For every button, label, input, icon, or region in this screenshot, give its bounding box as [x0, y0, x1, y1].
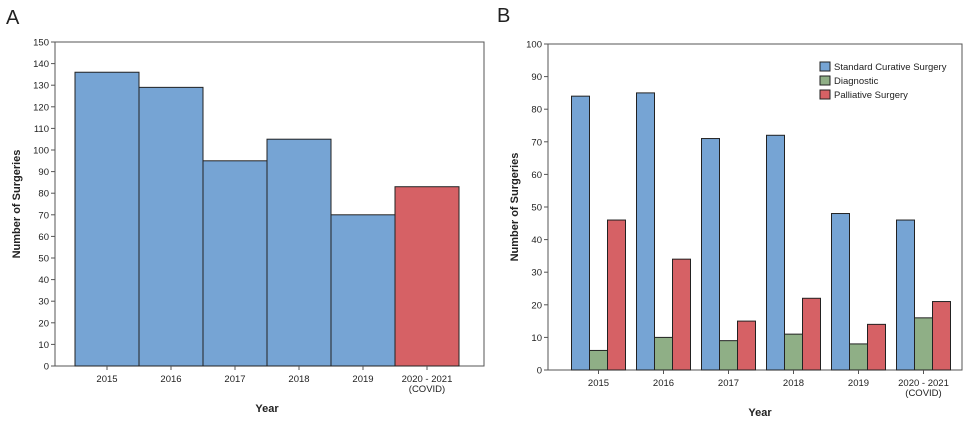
chart-b-y-tick-label: 30 [531, 268, 542, 279]
chart-b-y-tick-label: 20 [531, 300, 542, 311]
chart-a-y-tick-label: 20 [38, 318, 49, 329]
chart-b-bar [607, 219, 626, 371]
chart-a-y-tick-label: 110 [34, 124, 49, 135]
chart-b-bar [849, 343, 868, 371]
chart-a-y-tick-label: 140 [33, 59, 49, 70]
chart-a-y-tick-label: 130 [33, 81, 49, 92]
chart-a-y-tick-label: 90 [38, 167, 49, 178]
chart-b-bar [896, 219, 915, 371]
chart-a-bar [74, 71, 140, 367]
chart-a-y-tick-label: 120 [33, 102, 49, 113]
panel-b-letter: B [497, 5, 510, 27]
chart-b-legend-swatch [819, 75, 831, 86]
chart-a-x-axis-title: Year [255, 403, 279, 415]
chart-a-y-tick-label: 30 [38, 297, 49, 308]
chart-b-bar [654, 336, 673, 371]
chart-a-x-tick-label: 2019 [352, 374, 373, 385]
chart-b-bar [766, 134, 785, 371]
chart-a-y-tick-label: 0 [44, 362, 49, 373]
chart-b-x-tick-label: 2016 [653, 378, 674, 389]
chart-b-y-tick-label: 90 [531, 72, 542, 83]
chart-b-bar [636, 92, 655, 371]
chart-b-legend-label: Palliative Surgery [834, 90, 908, 101]
chart-b-y-tick-label: 70 [531, 137, 542, 148]
chart-b-bar [932, 301, 951, 371]
chart-b-bar [701, 138, 720, 371]
chart-b-y-axis-title: Number of Surgeries [509, 153, 521, 262]
chart-b-surgeries-by-type-and-year: 0 10 20 30 40 50 60 70 80 90 100 Number of Surgerie… [509, 40, 963, 419]
chart-a-y-tick-label: 60 [38, 232, 49, 243]
chart-b-x-tick-label: 2020 - 2021 (COVID) [898, 378, 949, 399]
chart-b-x-axis-title: Year [748, 407, 772, 419]
chart-a-y-axis-title: Number of Surgeries [11, 150, 23, 259]
chart-b-legend-swatch [819, 89, 831, 100]
chart-a-x-tick-label: 2020 - 2021 (COVID) [402, 374, 453, 395]
chart-b-y-tick-label: 50 [531, 203, 542, 214]
chart-b-x-tick-label: 2017 [718, 378, 739, 389]
chart-b-y-tick-label: 0 [537, 366, 542, 377]
chart-a-x-tick-label: 2016 [160, 374, 181, 385]
chart-b-bar [589, 349, 608, 371]
chart-a-y-tick-label: 100 [33, 146, 49, 157]
chart-b-x-tick-label: 2018 [783, 378, 804, 389]
chart-a-bar [138, 86, 204, 367]
chart-b-legend-label: Diagnostic [834, 76, 879, 87]
chart-b-y-tick-label: 60 [531, 170, 542, 181]
chart-a-x-tick-label: 2015 [96, 374, 117, 385]
chart-a-bar [266, 138, 332, 367]
panel-a-letter: A [6, 7, 20, 29]
chart-b-bar [802, 297, 821, 371]
chart-a-y-tick-label: 40 [38, 275, 49, 286]
chart-a-surgeries-by-year: 0 10 20 30 40 50 60 70 80 90 100 110 120 130 140 150 Num… [11, 38, 485, 415]
chart-b-bar [571, 95, 590, 371]
chart-b-y-tick-label: 40 [531, 235, 542, 246]
chart-a-bar [394, 186, 460, 367]
chart-b-x-tick-label: 2015 [588, 378, 609, 389]
chart-a-x-tick-label: 2018 [288, 374, 309, 385]
chart-a-y-tick-label: 80 [38, 189, 49, 200]
chart-b-bar [867, 323, 886, 371]
chart-b-bar [784, 333, 803, 371]
chart-b-bar [914, 317, 933, 371]
chart-b-y-tick-label: 80 [531, 105, 542, 116]
chart-a-x-tick-label: 2017 [224, 374, 245, 385]
chart-b-bar [672, 258, 691, 371]
chart-b-legend-swatch [819, 61, 831, 72]
chart-a-y-tick-label: 10 [38, 340, 49, 351]
chart-a-bar [202, 160, 268, 367]
chart-b-bar [831, 213, 850, 371]
chart-b-legend-label: Standard Curative Surgery [834, 62, 947, 73]
chart-a-bar [330, 214, 396, 367]
chart-b-x-tick-label: 2019 [848, 378, 869, 389]
chart-a-y-tick-label: 50 [38, 254, 49, 265]
chart-b-bar [737, 320, 756, 371]
chart-b-legend: Standard Curative Surgery Diagnostic Palli… [819, 61, 947, 101]
chart-b-y-tick-label: 10 [531, 333, 542, 344]
chart-a-y-tick-label: 70 [38, 210, 49, 221]
chart-b-y-tick-label: 100 [526, 40, 542, 51]
chart-b-bar [719, 340, 738, 371]
chart-a-y-tick-label: 150 [33, 38, 49, 49]
